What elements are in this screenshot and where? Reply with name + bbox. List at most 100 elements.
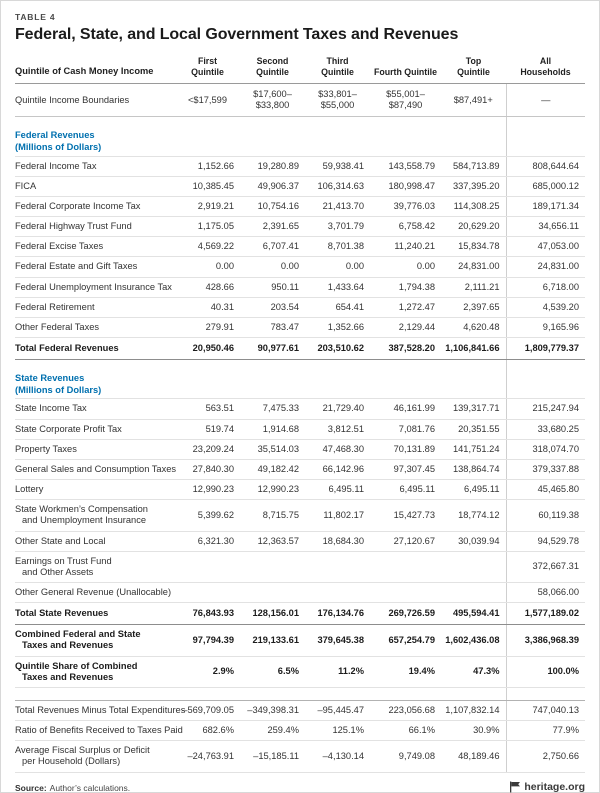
value-cell: 15,834.78 — [441, 236, 506, 258]
value-cell: 11,240.21 — [370, 236, 441, 258]
value-cell — [505, 359, 585, 400]
value-cell: 60,119.38 — [505, 499, 585, 532]
value-cell: 48,189.46 — [441, 740, 506, 773]
value-cell — [240, 551, 305, 583]
value-cell — [441, 116, 506, 157]
column-header-second-quintile: Second Quintile — [240, 56, 305, 85]
value-cell: $17,600– $33,800 — [240, 83, 305, 118]
table-row-data: General Sales and Consumption Taxes 27,84… — [15, 459, 585, 481]
value-cell: 519.74 — [175, 419, 240, 440]
value-cell: 654.41 — [305, 297, 370, 318]
value-cell: 203.54 — [240, 297, 305, 318]
heritage-logo: heritage.org — [509, 781, 585, 793]
value-cell: 1,794.38 — [370, 277, 441, 298]
value-cell — [370, 116, 441, 157]
value-cell: 2,919.21 — [175, 196, 240, 218]
value-cell: 3,386,968.39 — [505, 624, 585, 657]
value-cell: 4,620.48 — [441, 317, 506, 339]
value-cell: 114,308.25 — [441, 196, 506, 218]
value-cell: $55,001– $87,490 — [370, 83, 441, 118]
value-cell: 70,131.89 — [370, 439, 441, 460]
row-label: Federal Highway Trust Fund — [15, 216, 175, 238]
value-cell: 45,465.80 — [505, 479, 585, 501]
value-cell: 657,254.79 — [370, 624, 441, 657]
value-cell: 6,321.30 — [175, 531, 240, 552]
value-cell: 27,840.30 — [175, 459, 240, 481]
value-cell — [441, 551, 506, 583]
value-cell: 0.00 — [305, 256, 370, 278]
value-cell: 40.31 — [175, 297, 240, 318]
value-cell — [305, 551, 370, 583]
table-row-data: Lottery 12,990.23 12,990.23 6,495.11 6,495.1… — [15, 479, 585, 501]
value-cell: 3,812.51 — [305, 419, 370, 440]
value-cell: — — [505, 83, 585, 118]
row-label — [15, 687, 175, 701]
table-row-data: Federal Retirement 40.31 203.54 654.41 1,272… — [15, 297, 585, 318]
value-cell: 4,539.20 — [505, 297, 585, 318]
table-row-data: Total Revenues Minus Total Expenditures –… — [15, 700, 585, 722]
value-cell: 0.00 — [240, 256, 305, 278]
row-label: Federal Retirement — [15, 297, 175, 318]
value-cell: 428.66 — [175, 277, 240, 298]
value-cell: 269,726.59 — [370, 602, 441, 626]
value-cell: 203,510.62 — [305, 337, 370, 361]
value-cell: 0.00 — [370, 256, 441, 278]
value-cell: 180,998.47 — [370, 176, 441, 197]
value-cell: 9,749.08 — [370, 740, 441, 773]
table-row-section: State Revenues (Millions of Dollars) — [15, 359, 585, 400]
value-cell: 1,914.68 — [240, 419, 305, 440]
value-cell: –569,709.05 — [175, 700, 240, 722]
column-header-row-label: Quintile of Cash Money Income — [15, 56, 175, 85]
value-cell: 12,990.23 — [240, 479, 305, 501]
value-cell: 379,645.38 — [305, 624, 370, 657]
row-label: Average Fiscal Surplus or Deficit per Hou… — [15, 740, 175, 773]
value-cell: 66,142.96 — [305, 459, 370, 481]
value-cell: 2,111.21 — [441, 277, 506, 298]
value-cell: –349,398.31 — [240, 700, 305, 722]
value-cell — [240, 687, 305, 701]
value-cell: –15,185.11 — [240, 740, 305, 773]
value-cell: 215,247.94 — [505, 398, 585, 420]
table-row-gap — [15, 687, 585, 701]
value-cell — [370, 582, 441, 604]
row-label: Property Taxes — [15, 439, 175, 460]
value-cell — [175, 551, 240, 583]
value-cell: 7,081.76 — [370, 419, 441, 440]
table-row-data: Federal Corporate Income Tax 2,919.21 10,7… — [15, 196, 585, 218]
value-cell: 6,707.41 — [240, 236, 305, 258]
value-cell: 27,120.67 — [370, 531, 441, 552]
flag-icon — [510, 781, 521, 793]
row-label: Other Federal Taxes — [15, 317, 175, 339]
value-cell: 1,602,436.08 — [441, 624, 506, 657]
table-row-data: Average Fiscal Surplus or Deficit per Hou… — [15, 740, 585, 773]
row-label: General Sales and Consumption Taxes — [15, 459, 176, 481]
source-text: Author’s calculations. — [49, 782, 131, 793]
value-cell: 6,495.11 — [305, 479, 370, 501]
row-label: Federal Corporate Income Tax — [15, 196, 175, 218]
value-cell: 20,629.20 — [441, 216, 506, 238]
value-cell: 1,175.05 — [175, 216, 240, 238]
value-cell: 59,938.41 — [305, 156, 370, 177]
value-cell: 10,754.16 — [240, 196, 305, 218]
value-cell: 1,433.64 — [305, 277, 370, 298]
table-body: Quintile Income Boundaries <$17,599 $17,60… — [15, 83, 585, 773]
value-cell: –95,445.47 — [305, 700, 370, 722]
value-cell: 12,990.23 — [175, 479, 240, 501]
value-cell: 11,802.17 — [305, 499, 370, 532]
value-cell: 97,794.39 — [175, 624, 240, 657]
value-cell: 47,053.00 — [505, 236, 585, 258]
table-row-data: Federal Excise Taxes 4,569.22 6,707.41 8,70… — [15, 236, 585, 258]
value-cell: <$17,599 — [175, 83, 240, 118]
value-cell: 94,529.78 — [505, 531, 585, 552]
value-cell — [175, 582, 240, 604]
data-table: Quintile of Cash Money Income First Quin… — [15, 56, 585, 773]
table-row-data: Other State and Local 6,321.30 12,363.57 18… — [15, 531, 585, 552]
value-cell: $33,801– $55,000 — [305, 83, 370, 118]
value-cell: 10,385.45 — [175, 176, 240, 197]
value-cell: 8,715.75 — [240, 499, 305, 532]
value-cell: 1,352.66 — [305, 317, 370, 339]
header-row: Quintile of Cash Money Income First Quin… — [15, 56, 585, 85]
value-cell: 46,161.99 — [370, 398, 441, 420]
table-number-label: TABLE 4 — [15, 12, 56, 22]
